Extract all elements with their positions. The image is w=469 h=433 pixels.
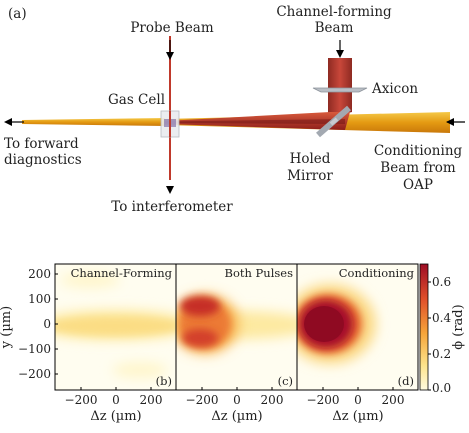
holed-mirror-optic — [316, 105, 351, 138]
x-axis-label: Δz (µm) — [90, 409, 141, 424]
conditioning-label-3: OAP — [403, 177, 433, 193]
to-forward-label-1: To forward — [4, 136, 79, 152]
x-tick-label: −200 — [186, 393, 219, 407]
x-tick-label: −200 — [307, 393, 340, 407]
axicon-label: Axicon — [371, 81, 418, 97]
channel-forming-label-2: Beam — [315, 20, 354, 36]
x-tick-label: −200 — [65, 393, 98, 407]
heatmap-figure: Channel-Forming Both Pulses Conditioning… — [0, 263, 466, 424]
arrow-icon-conditioning-in — [446, 118, 465, 126]
x-axis-label: Δz (µm) — [211, 409, 262, 424]
heatmap-panel-d — [297, 284, 376, 364]
x-axis: −200 0 200 −200 0 200 −200 0 200 Δz (µm)… — [65, 387, 405, 424]
heatmap-panel-b — [55, 272, 176, 378]
x-tick-label: 0 — [233, 393, 241, 407]
y-axis: 200 100 0 −100 −200 y (µm) — [0, 267, 58, 381]
y-axis-label: y (µm) — [0, 306, 14, 349]
colorbar-tick: 0.0 — [432, 381, 451, 395]
holed-mirror-label-1: Holed — [290, 151, 331, 167]
panel-b-tag: (b) — [156, 374, 172, 388]
colorbar-tick: 0.6 — [432, 275, 451, 289]
channel-forming-label-1: Channel-forming — [276, 4, 392, 20]
panel-b-title: Channel-Forming — [71, 266, 173, 280]
y-tick-label: −200 — [18, 367, 51, 381]
x-axis-label: Δz (µm) — [332, 409, 383, 424]
to-forward-label-2: diagnostics — [4, 152, 82, 168]
probe-beam-label: Probe Beam — [130, 20, 214, 36]
colorbar-label: ϕ (rad) — [451, 304, 466, 349]
arrow-icon-forward — [4, 118, 24, 126]
arrow-icon-channel-in — [336, 40, 344, 58]
x-tick-label: 0 — [112, 393, 120, 407]
conditioning-label-2: Beam from — [380, 160, 456, 176]
colorbar-tick: 0.2 — [432, 347, 451, 361]
panel-d-tag: (d) — [398, 374, 414, 388]
setup-diagram: (a) — [4, 4, 465, 215]
conditioning-label-1: Conditioning — [374, 143, 463, 159]
x-tick-label: 0 — [354, 393, 362, 407]
y-tick-label: 0 — [43, 317, 51, 331]
panel-c-title: Both Pulses — [225, 266, 294, 280]
colorbar: 0.0 0.2 0.4 0.6 ϕ (rad) — [419, 263, 466, 395]
panel-d-title: Conditioning — [339, 266, 415, 280]
arrow-icon-probe-out — [166, 186, 174, 194]
panel-c-tag: (c) — [278, 374, 293, 388]
axicon-optic — [312, 87, 368, 93]
x-tick-label: 200 — [261, 393, 284, 407]
gas-cell-label: Gas Cell — [108, 92, 165, 108]
x-tick-label: 200 — [382, 393, 405, 407]
heatmap-panel-c — [176, 294, 297, 354]
x-tick-label: 200 — [140, 393, 163, 407]
holed-mirror-label-2: Mirror — [287, 168, 333, 184]
gas-cell — [160, 110, 180, 138]
colorbar-tick: 0.4 — [432, 311, 451, 325]
panel-a-tag: (a) — [8, 6, 27, 22]
to-interferometer-label: To interferometer — [111, 199, 233, 215]
y-tick-label: −100 — [18, 342, 51, 356]
y-tick-label: 200 — [28, 267, 51, 281]
y-tick-label: 100 — [28, 292, 51, 306]
arrow-icon-probe-in — [166, 40, 174, 60]
